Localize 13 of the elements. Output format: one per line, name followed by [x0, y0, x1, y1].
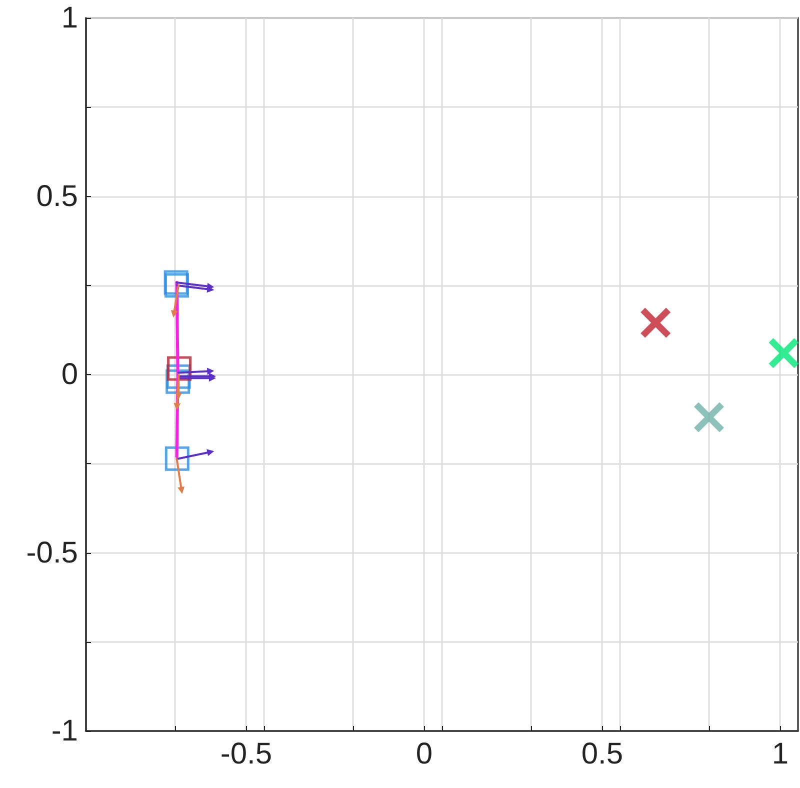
- y-tick-label: 0.5: [36, 180, 78, 213]
- y-tick-label: -1: [51, 714, 78, 748]
- x-tick-label: -0.5: [220, 738, 272, 770]
- y-tick-label: -0.5: [26, 536, 78, 570]
- x-tick-label: 0.5: [581, 738, 624, 770]
- point: [164, 446, 190, 471]
- point: [768, 338, 799, 368]
- x-tick-label: 1: [772, 738, 789, 770]
- x-tick-label: 0: [416, 738, 433, 770]
- y-tick-label: 0: [61, 358, 78, 391]
- y-tick-label: 1: [61, 2, 78, 34]
- point: [694, 402, 724, 432]
- point: [640, 308, 671, 338]
